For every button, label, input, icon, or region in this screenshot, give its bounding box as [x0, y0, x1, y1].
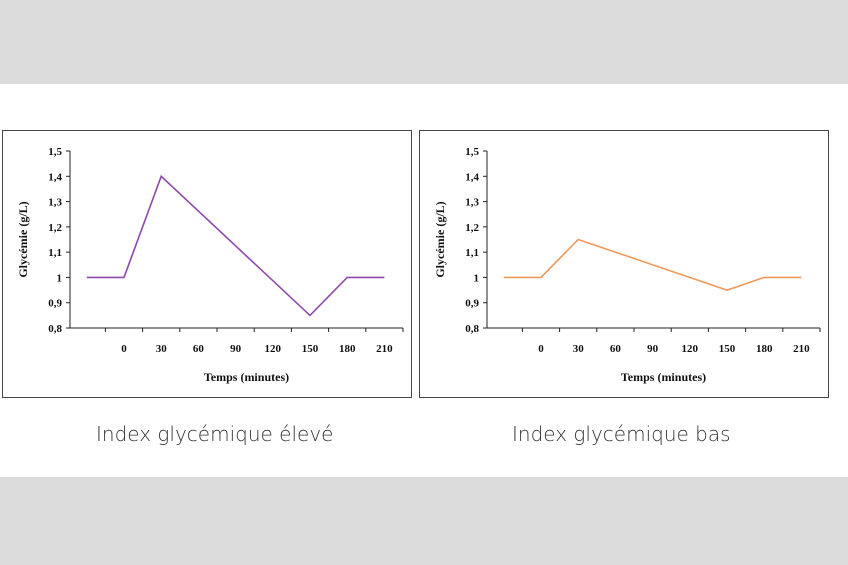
y-axis-title: Glycémie (g/L): [16, 201, 30, 277]
x-tick-label: 0: [121, 343, 127, 355]
y-tick-label: 0,8: [48, 323, 62, 335]
chart-high-gi: 0,8 0,9 1 1,1 1,2 1,3 1,4 1,5 0 30 60 90 120 150 180 21…: [16, 146, 404, 384]
y-tick-label: 1,3: [465, 197, 479, 209]
x-tick-label: 180: [339, 343, 356, 355]
x-tick-label: 180: [756, 343, 773, 355]
y-tick-label: 1,1: [48, 247, 62, 259]
x-axis-title: Temps (minutes): [204, 370, 289, 384]
y-tick-label: 1,2: [465, 222, 479, 234]
x-tick-label: 120: [682, 343, 699, 355]
y-tick-label: 1,5: [465, 146, 479, 158]
x-tick-label: 0: [538, 343, 544, 355]
y-tick-label: 1,2: [48, 222, 62, 234]
chart-panel-low-gi: 0,8 0,9 1 1,1 1,2 1,3 1,4 1,5 0 30 60 90 120 150 180 21…: [419, 130, 829, 398]
x-tick-label: 30: [573, 343, 585, 355]
y-tick-label: 1,4: [48, 171, 62, 183]
y-axis-title: Glycémie (g/L): [433, 201, 447, 277]
y-tick-label: 1,1: [465, 247, 479, 259]
x-tick-label: 120: [265, 343, 282, 355]
x-tick-label: 210: [376, 343, 393, 355]
y-tick-label: 0,9: [465, 298, 479, 310]
chart-panel-high-gi: 0,8 0,9 1 1,1 1,2 1,3 1,4 1,5 0 30 60 90 120 150 180 21…: [2, 130, 412, 398]
x-tick-label: 150: [719, 343, 736, 355]
x-tick-label: 150: [302, 343, 319, 355]
series-line: [86, 174, 385, 317]
y-tick-label: 0,8: [465, 323, 479, 335]
x-tick-label: 30: [156, 343, 168, 355]
x-tick-label: 60: [193, 343, 205, 355]
x-axis-title: Temps (minutes): [621, 370, 706, 384]
series-line: [503, 238, 802, 291]
caption-low-gi: Index glycémique bas: [512, 422, 731, 446]
caption-high-gi: Index glycémique élevé: [96, 422, 334, 446]
y-tick-label: 1,3: [48, 197, 62, 209]
x-tick-label: 90: [647, 343, 659, 355]
y-tick-label: 1,5: [48, 146, 62, 158]
y-tick-label: 1: [474, 272, 480, 284]
y-tick-label: 0,9: [48, 298, 62, 310]
x-tick-label: 60: [610, 343, 622, 355]
y-tick-label: 1,4: [465, 171, 479, 183]
x-tick-label: 210: [793, 343, 810, 355]
x-tick-label: 90: [230, 343, 242, 355]
chart-low-gi: 0,8 0,9 1 1,1 1,2 1,3 1,4 1,5 0 30 60 90 120 150 180 21…: [433, 146, 821, 384]
y-tick-label: 1: [57, 272, 63, 284]
